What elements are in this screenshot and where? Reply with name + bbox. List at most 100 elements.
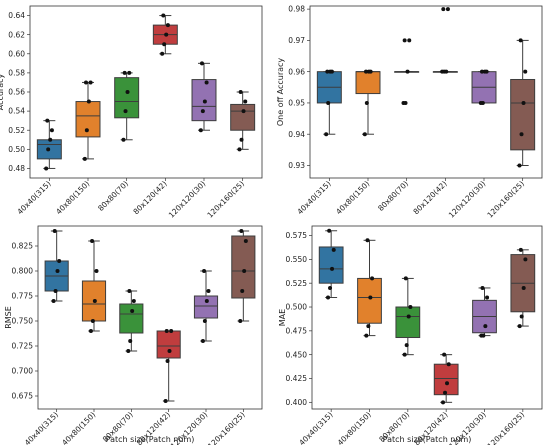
- box-40x80(150): [75, 80, 101, 161]
- x-tick-label: 120x160(25): [206, 410, 247, 445]
- subplot-1: 0.48 0.50 0.52 0.54 0.56 0.58 0.60 0.62 0.64 Accu…: [0, 5, 263, 220]
- y-tick-label: 0.450: [286, 350, 308, 359]
- box-80x80(70): [395, 276, 421, 357]
- data-point: [44, 166, 49, 171]
- y-tick-label: 0.550: [286, 255, 308, 264]
- data-point: [130, 309, 135, 313]
- data-point: [363, 69, 368, 74]
- data-point: [328, 285, 333, 290]
- data-point: [324, 132, 329, 137]
- data-point: [204, 299, 209, 303]
- y-tick-label: 0.97: [288, 36, 305, 45]
- x-tick-label: 120x120(30): [447, 179, 488, 220]
- data-point: [329, 69, 334, 74]
- x-tick-label: 80x120(42): [131, 179, 168, 216]
- x-tick-label: 120x160(25): [485, 179, 526, 220]
- box-body: [433, 363, 459, 396]
- data-point: [131, 299, 136, 303]
- data-point: [517, 324, 522, 329]
- box-40x40(315): [316, 69, 342, 137]
- box-120x160(25): [231, 229, 256, 323]
- box-body: [510, 78, 536, 151]
- data-point: [364, 100, 369, 105]
- data-point: [160, 51, 165, 56]
- data-point: [518, 247, 523, 252]
- y-tick-label: 0.62: [8, 30, 25, 39]
- y-tick-label: 0.775: [12, 292, 34, 301]
- y-tick-label: 0.93: [288, 161, 305, 170]
- data-point: [51, 299, 56, 303]
- data-point: [240, 289, 245, 293]
- data-point: [407, 38, 412, 43]
- data-point: [128, 339, 133, 343]
- y-tick-label: 0.500: [286, 303, 308, 312]
- plot-frame: [309, 5, 543, 179]
- data-point: [405, 69, 410, 74]
- x-tick-label: 40x40(315): [15, 179, 52, 216]
- data-point: [330, 266, 335, 271]
- box-40x80(150): [355, 69, 381, 137]
- y-tick-label: 0.95: [288, 99, 305, 108]
- data-point: [445, 7, 450, 12]
- x-tick-label: 120x120(30): [167, 179, 208, 220]
- subplot-3: 0.675 0.700 0.725 0.750 0.775 0.800 0.825 RMSE 4…: [4, 225, 263, 445]
- data-point: [325, 69, 330, 74]
- data-point: [445, 381, 450, 386]
- data-point: [94, 269, 99, 273]
- data-point: [368, 295, 373, 300]
- data-point: [441, 7, 446, 12]
- box-body: [193, 295, 219, 319]
- y-tick-label: 0.98: [288, 5, 305, 14]
- y-tick-label: 0.750: [12, 317, 34, 326]
- data-point: [52, 229, 57, 233]
- data-point: [125, 90, 130, 94]
- box-80x120(42): [433, 352, 459, 405]
- y-tick-label: 0.425: [286, 374, 308, 383]
- data-point: [404, 343, 409, 348]
- data-point: [441, 400, 446, 405]
- x-tick-label: 120x160(25): [486, 410, 527, 445]
- x-tick-label: 80x80(70): [376, 179, 410, 213]
- data-point: [88, 329, 93, 333]
- data-point: [55, 269, 60, 273]
- plot-frame: [37, 225, 263, 410]
- y-tick-label: 0.400: [286, 398, 308, 407]
- data-point: [403, 276, 408, 281]
- y-tick-label: 0.575: [286, 231, 308, 240]
- box-120x120(30): [193, 269, 219, 343]
- box-40x40(315): [36, 118, 62, 171]
- data-point: [483, 324, 488, 329]
- y-tick-label: 0.825: [12, 242, 34, 251]
- data-point: [82, 156, 87, 161]
- box-120x160(25): [510, 247, 536, 329]
- x-tick-label: 40x80(150): [54, 179, 91, 216]
- plot-frame: [311, 225, 543, 410]
- box-80x120(42): [156, 329, 181, 403]
- data-point: [45, 118, 50, 123]
- data-point: [88, 80, 93, 85]
- data-point: [199, 61, 204, 66]
- data-point: [239, 137, 244, 142]
- data-point: [167, 349, 172, 353]
- box-body: [156, 330, 181, 359]
- data-point: [83, 80, 88, 85]
- x-tick-label: 40x40(315): [297, 410, 334, 445]
- y-axis-label: MAE: [278, 309, 287, 326]
- data-point: [238, 90, 243, 94]
- data-point: [239, 229, 244, 233]
- data-point: [161, 13, 166, 18]
- subplot-4: 0.400 0.425 0.450 0.475 0.500 0.525 0.550 0.575…: [278, 225, 543, 445]
- box-body: [230, 103, 256, 131]
- data-point: [484, 69, 489, 74]
- data-point: [126, 349, 131, 353]
- box-40x40(315): [44, 229, 69, 303]
- data-point: [365, 238, 370, 243]
- data-point: [198, 128, 203, 133]
- data-point: [521, 285, 526, 290]
- data-point: [202, 319, 207, 323]
- box-body: [114, 77, 140, 119]
- data-point: [90, 239, 95, 243]
- data-point: [523, 69, 528, 74]
- data-point: [242, 269, 247, 273]
- data-point: [326, 100, 331, 105]
